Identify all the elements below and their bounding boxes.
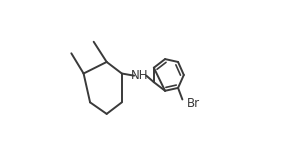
- Text: Br: Br: [187, 97, 200, 110]
- Text: NH: NH: [131, 69, 149, 82]
